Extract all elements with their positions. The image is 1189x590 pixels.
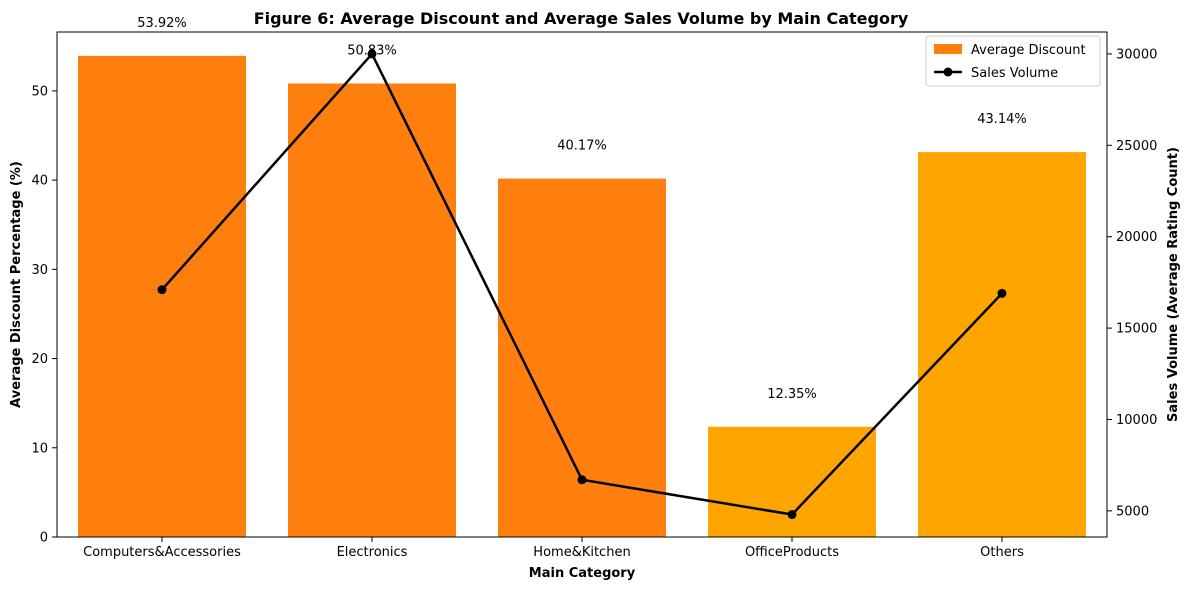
left-axis: 0 10 20 30 40 50	[31, 84, 57, 546]
y-tick-label: 0	[40, 531, 48, 546]
y-tick-label: 20	[31, 352, 48, 367]
legend-swatch-sales-volume-marker	[943, 67, 953, 77]
y2-tick-label: 25000	[1116, 139, 1157, 154]
bars-group	[78, 55, 1086, 538]
y2-tick-label: 15000	[1116, 322, 1157, 337]
legend: Average Discount Sales Volume	[925, 35, 1101, 87]
y-tick-label: 50	[31, 84, 48, 99]
bar-officeproducts	[708, 426, 876, 537]
x-axis: Computers&Accessories Electronics Home&Kit…	[83, 537, 1024, 560]
bar-value-label: 53.92%	[137, 16, 187, 31]
x-tick-label: Computers&Accessories	[83, 545, 241, 560]
sales-volume-point	[577, 475, 587, 485]
y-axis-title: Average Discount Percentage (%)	[9, 161, 24, 408]
legend-swatch-average-discount	[934, 44, 962, 54]
bar-electronics	[288, 83, 456, 537]
x-tick-label: Electronics	[337, 545, 408, 560]
y2-tick-label: 10000	[1116, 413, 1157, 428]
legend-frame	[925, 35, 1101, 87]
x-axis-title: Main Category	[529, 566, 636, 581]
bar-others	[918, 152, 1086, 538]
y-tick-label: 10	[31, 441, 48, 456]
sales-volume-point	[367, 49, 377, 59]
legend-label-sales-volume: Sales Volume	[971, 66, 1058, 81]
y2-tick-label: 20000	[1116, 230, 1157, 245]
x-tick-label: Others	[980, 545, 1024, 560]
right-axis: 5000 10000 15000 20000 25000 30000	[1107, 47, 1157, 519]
x-tick-label: OfficeProducts	[745, 545, 839, 560]
y2-tick-label: 5000	[1116, 504, 1149, 519]
y-tick-label: 40	[31, 174, 48, 189]
sales-volume-point	[997, 288, 1007, 298]
y2-axis-title: Sales Volume (Average Rating Count)	[1166, 147, 1181, 422]
y2-tick-label: 30000	[1116, 47, 1157, 62]
legend-label-average-discount: Average Discount	[971, 43, 1086, 58]
chart-title: Figure 6: Average Discount and Average S…	[254, 9, 909, 28]
sales-volume-point	[157, 285, 167, 295]
x-tick-label: Home&Kitchen	[533, 545, 630, 560]
sales-volume-point	[787, 510, 797, 520]
bar-value-label: 12.35%	[767, 387, 817, 402]
line-series-group	[157, 49, 1007, 520]
bar-labels-group: 53.92%50.83%40.17%12.35%43.14%	[137, 16, 1027, 402]
y-tick-label: 30	[31, 263, 48, 278]
bar-value-label: 40.17%	[557, 139, 607, 154]
bar-computers-accessories	[78, 55, 246, 538]
bar-value-label: 43.14%	[977, 112, 1027, 127]
